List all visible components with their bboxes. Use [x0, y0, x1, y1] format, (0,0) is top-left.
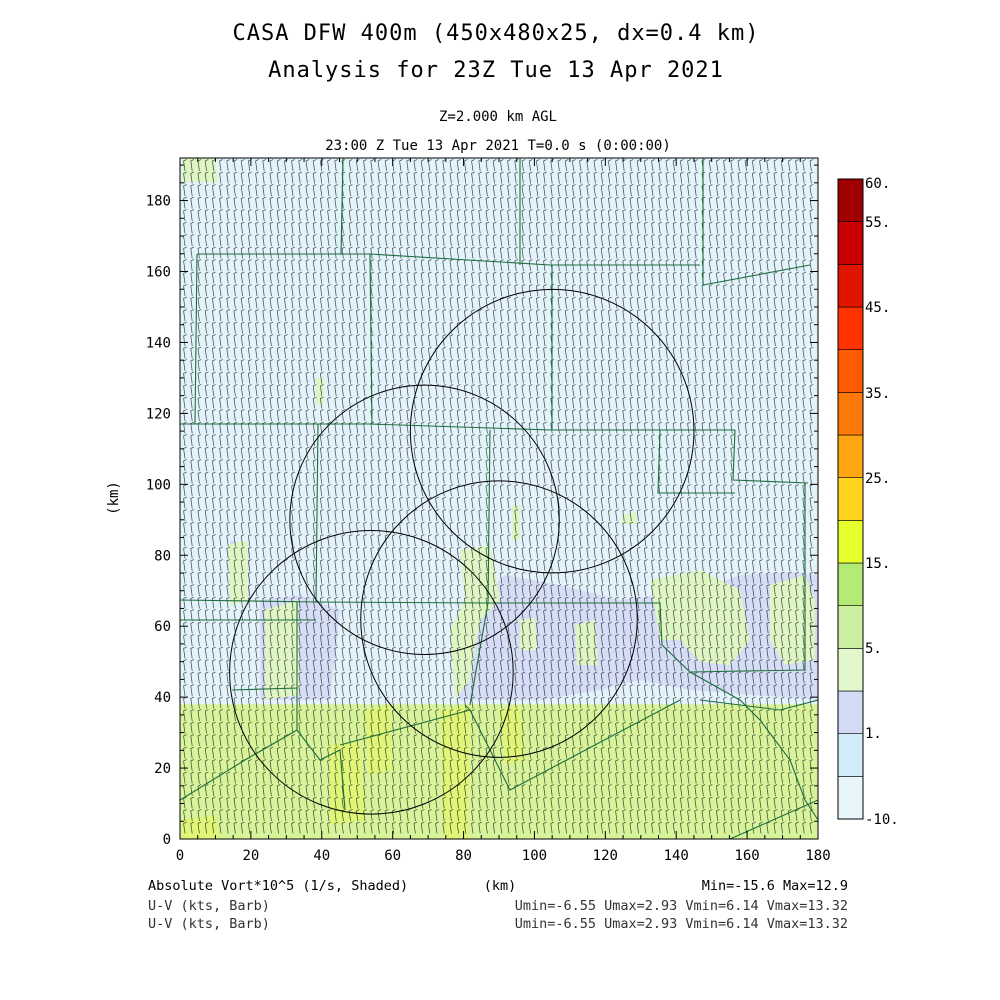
colorbar-swatch [837, 306, 864, 350]
wind-stats-1: Umin=-6.55 Umax=2.93 Vmin=6.14 Vmax=13.3… [515, 898, 848, 914]
x-tick-label: 160 [734, 848, 759, 864]
x-tick-label: 40 [313, 848, 330, 864]
colorbar-label: 45. [865, 300, 890, 316]
radar-range-rings [229, 288, 695, 815]
y-tick-label: 120 [146, 406, 171, 422]
x-axis-label: (km) [484, 878, 517, 894]
colorbar-label: 25. [865, 471, 890, 487]
y-tick-label: 160 [146, 265, 171, 281]
colorbar-label: 15. [865, 556, 890, 572]
shade-southern-band [180, 704, 818, 839]
level-label: Z=2.000 km AGL [439, 109, 557, 125]
wind-label-2: U-V (kts, Barb) [148, 916, 270, 932]
county-boundary-15 [180, 688, 298, 801]
x-tick-label: 0 [176, 848, 184, 864]
county-boundary-1 [197, 253, 700, 266]
field-label: Absolute Vort*10^5 (1/s, Shaded) [148, 878, 408, 894]
radar-ring-3 [229, 530, 514, 815]
county-boundary-2 [194, 253, 198, 425]
y-tick-label: 20 [154, 761, 171, 777]
axes: 0 20 40 60 80 100 120 140 160 180 0 20 40 60 80 100 120 1… [146, 158, 831, 864]
x-tick-label: 60 [384, 848, 401, 864]
chart-title: CASA DFW 400m (450x480x25, dx=0.4 km) [232, 21, 759, 46]
colorbar-swatch [837, 776, 864, 820]
county-boundary-12 [315, 601, 489, 604]
x-tick-label: 140 [664, 848, 689, 864]
shade-yellow-4 [500, 705, 525, 765]
colorbar-swatch [837, 733, 864, 777]
colorbar-swatch [837, 221, 864, 265]
time-label: 23:00 Z Tue 13 Apr 2021 T=0.0 s (0:00:00… [325, 138, 671, 154]
colorbar-swatch [837, 178, 864, 222]
colorbar-label: 1. [865, 726, 882, 742]
colorbar-label: 35. [865, 386, 890, 402]
county-boundary-0 [180, 423, 735, 431]
shade-green-9 [520, 618, 537, 650]
wind-stats-2: Umin=-6.55 Umax=2.93 Vmin=6.14 Vmax=13.3… [515, 916, 848, 932]
plot-area [180, 158, 818, 839]
county-boundary-4 [340, 158, 344, 255]
colorbar-label: -10. [865, 812, 899, 828]
y-tick-label: 0 [163, 832, 171, 848]
county-boundary-18 [464, 704, 471, 711]
shade-green-6 [622, 512, 638, 524]
colorbar-swatch [837, 648, 864, 692]
y-axis-label: (km) [106, 481, 122, 515]
shade-green-2 [450, 545, 500, 700]
colorbar-label: 55. [865, 215, 890, 231]
county-boundary-9 [657, 429, 735, 494]
radar-ring-0 [409, 288, 695, 574]
shade-green-3 [265, 600, 300, 700]
y-tick-label: 100 [146, 477, 171, 493]
county-boundaries [180, 158, 818, 839]
x-tick-label: 180 [805, 848, 830, 864]
y-tick-label: 60 [154, 619, 171, 635]
wind-label-1: U-V (kts, Barb) [148, 898, 270, 914]
county-boundary-6 [702, 158, 811, 286]
radar-ring-2 [360, 480, 638, 758]
colorbar-swatch [837, 434, 864, 478]
wind-barb-field [183, 159, 814, 834]
colorbar-frame [837, 178, 864, 820]
y-tick-label: 80 [154, 548, 171, 564]
county-boundary-8 [732, 429, 809, 484]
colorbar-swatch [837, 264, 864, 308]
shade-yellow-2 [440, 705, 470, 839]
colorbar-label: 60. [865, 176, 890, 192]
county-boundary-11 [487, 429, 818, 821]
y-tick-label: 40 [154, 690, 171, 706]
colorbar-label: 5. [865, 641, 882, 657]
colorbar: 60. 55. 45. 35. 25. 15. 5. 1. -10. [837, 176, 899, 828]
shade-yellow-3 [182, 815, 220, 839]
colorbar-swatch [837, 520, 864, 564]
shade-green-7 [316, 378, 324, 405]
y-tick-label: 180 [146, 194, 171, 210]
colorbar-swatch [837, 349, 864, 393]
shade-green-4 [228, 540, 248, 605]
county-boundary-21 [729, 799, 818, 839]
colorbar-swatch [837, 562, 864, 606]
colorbar-swatch [837, 605, 864, 649]
county-boundary-20 [699, 699, 818, 711]
x-tick-label: 80 [455, 848, 472, 864]
x-tick-label: 120 [593, 848, 618, 864]
radar-ring-1 [289, 384, 560, 655]
x-tick-label: 20 [242, 848, 259, 864]
chart-subtitle: Analysis for 23Z Tue 13 Apr 2021 [268, 58, 724, 83]
county-boundary-13 [689, 483, 806, 673]
min-max-readout: Min=-15.6 Max=12.9 [702, 878, 848, 894]
y-tick-label: 140 [146, 335, 171, 351]
colorbar-swatch [837, 477, 864, 521]
x-tick-label: 100 [522, 848, 547, 864]
county-boundary-19 [469, 602, 489, 706]
colorbar-swatch [837, 690, 864, 734]
wind-barbs [183, 159, 814, 834]
colorbar-swatch [837, 392, 864, 436]
county-boundary-16 [296, 729, 346, 811]
